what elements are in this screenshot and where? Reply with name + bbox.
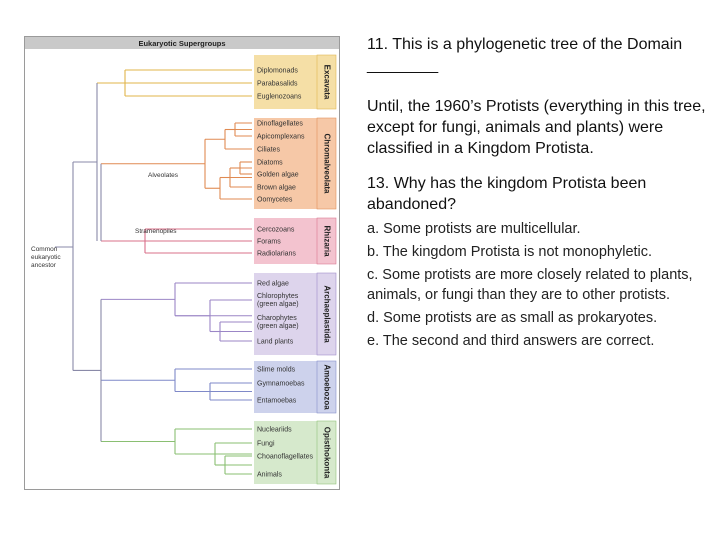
alveolates-label: Alveolates: [148, 172, 179, 179]
figure-title-bar: [25, 37, 339, 49]
supergroup-tab-rhizaria: [316, 217, 337, 265]
stramenopiles-label: Stramenopiles: [135, 228, 177, 235]
supergroup-tab-amoebozoa: [316, 360, 337, 414]
taxon-label-choanoflagellates: Choanoflagellates: [257, 454, 314, 461]
taxon-label-chlorophytes-green-algae: Chlorophytes (green algae): [257, 293, 299, 308]
taxon-label-euglenozoans: Euglenozoans: [257, 94, 302, 101]
taxon-label-cercozoans: Cercozoans: [257, 227, 295, 234]
taxon-label-diplomonads: Diplomonads: [257, 68, 298, 75]
option-c: c. Some protists are more closely relate…: [367, 267, 693, 303]
taxon-label-red-algae: Red algae: [257, 281, 289, 288]
supergroup-label-archaeplastida: Archaeplastida: [322, 285, 331, 343]
supergroup-label-chromalveolata: Chromalveolata: [322, 133, 331, 194]
question-panel: 11. This is a phylogenetic tree of the D…: [367, 34, 707, 351]
supergroup-tab-chromalveolata: [316, 117, 337, 210]
taxon-label-nucleariids: Nucleariids: [257, 427, 292, 434]
taxon-label-parabasalids: Parabasalids: [257, 81, 298, 88]
taxon-label-gymnamoebas: Gymnamoebas: [257, 381, 305, 388]
tree-diagram: Eukaryotic Supergroups Excavata Diplomona…: [25, 37, 339, 485]
supergroup-label-opisthokonta: Opisthokonta: [322, 427, 331, 479]
taxon-label-brown-algae: Brown algae: [257, 185, 296, 192]
root-label-line: Common: [31, 246, 58, 253]
supergroup-label-amoebozoa: Amoebozoa: [322, 364, 331, 410]
taxon-label-forams: Forams: [257, 239, 281, 246]
supergroup-tab-opisthokonta: [316, 420, 337, 485]
supergroup-label-rhizaria: Rhizaria: [322, 225, 331, 257]
taxon-label-ciliates: Ciliates: [257, 147, 280, 154]
root-label-line: eukaryotic: [31, 254, 61, 261]
taxon-label-golden-algae: Golden algae: [257, 172, 299, 179]
answer-options: a. Some protists are multicellular. b. T…: [367, 219, 707, 351]
root-label-line: ancestor: [31, 262, 57, 269]
figure-title: Eukaryotic Supergroups: [138, 39, 225, 48]
taxon-label-entamoebas: Entamoebas: [257, 398, 297, 405]
taxon-label-slime-molds: Slime molds: [257, 367, 296, 374]
taxon-label-charophytes-green-algae: Charophytes (green algae): [257, 315, 299, 330]
history-paragraph: Until, the 1960’s Protists (everything i…: [367, 98, 706, 157]
taxon-label-animals: Animals: [257, 472, 282, 479]
question-11: 11. This is a phylogenetic tree of the D…: [367, 36, 683, 74]
option-b: b. The kingdom Protista is not monophyle…: [367, 244, 653, 260]
taxon-label-apicomplexans: Apicomplexans: [257, 134, 305, 141]
supergroup-tab-excavata: [316, 54, 337, 110]
taxon-label-dinoflagellates: Dinoflagellates: [257, 121, 303, 128]
taxon-label-land-plants: Land plants: [257, 339, 294, 346]
taxon-label-fungi: Fungi: [257, 441, 275, 448]
taxon-label-diatoms: Diatoms: [257, 160, 283, 167]
option-a: a. Some protists are multicellular.: [367, 221, 581, 237]
option-e: e. The second and third answers are corr…: [367, 333, 655, 349]
taxon-label-oomycetes: Oomycetes: [257, 197, 293, 204]
supergroup-label-excavata: Excavata: [322, 65, 331, 100]
supergroup-tab-archaeplastida: [316, 272, 337, 356]
question-13: 13. Why has the kingdom Protista been ab…: [367, 175, 647, 213]
taxon-label-radiolarians: Radiolarians: [257, 251, 296, 258]
phylogenetic-tree-figure: Eukaryotic Supergroups Excavata Diplomona…: [24, 36, 340, 490]
option-d: d. Some protists are as small as prokary…: [367, 310, 658, 326]
